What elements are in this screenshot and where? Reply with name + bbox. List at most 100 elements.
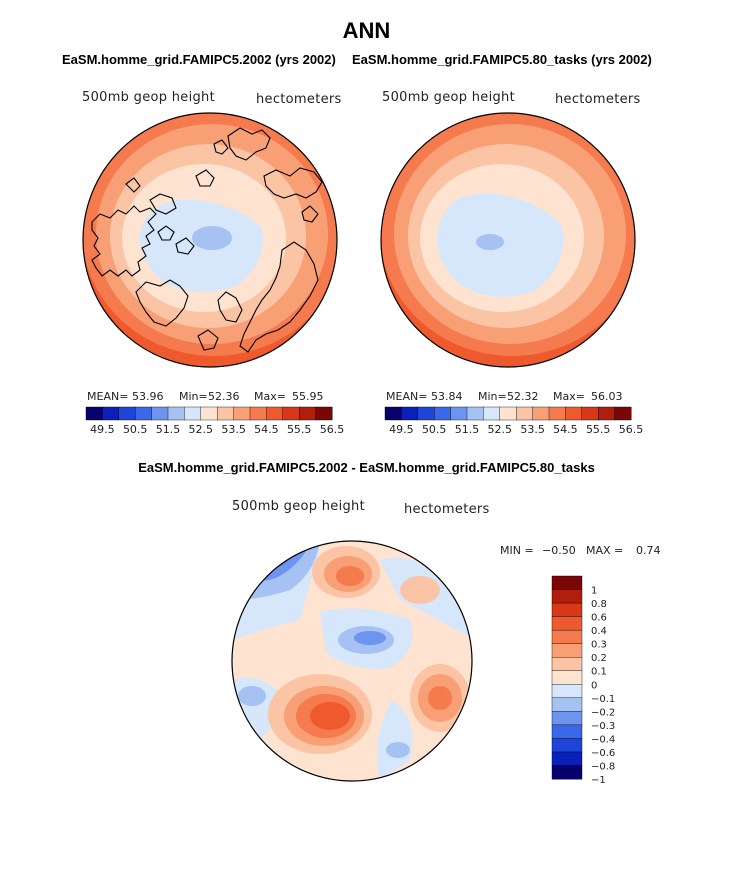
panel3-colorbar-swatch [551,684,583,699]
panel3-colorbar-swatch [551,629,583,645]
panel1-colorbar-swatch [134,406,153,421]
panel1-colorbar-tick-label: 51.5 [156,423,181,436]
panel2-colorbar-swatch [499,406,517,421]
panel3-colorbar-swatch [551,751,583,766]
panel3-colorbar-tick-label: 1 [591,586,597,597]
panel2-max-value: 56.03 [591,390,623,403]
panel3-max-value: 0.74 [636,544,661,557]
panel3-colorbar-tick-label: −0.8 [591,761,615,772]
panel3-colorbar-swatch [551,657,583,672]
panel1-colorbar-swatch [233,406,251,421]
panel1-max-label: Max= [254,390,286,403]
panel3-colorbar-swatch [551,602,583,618]
panel2-colorbar-swatch [565,406,583,421]
panel3-colorbar-tick-label: −0.4 [591,734,615,745]
panel1-colorbar: 49.5 50.5 51.5 52.5 53.5 54.5 55.5 56.5 [85,406,344,436]
panel3-colorbar-tick-label: 0.2 [591,653,607,664]
panel2-colorbar-tick-label: 55.5 [586,423,611,436]
panel3-colorbar-tick-label: −0.1 [591,694,615,705]
panel1-colorbar-swatch [315,406,333,421]
panel3-colorbar-tick-label: 0.3 [591,640,607,651]
panel1-max-value: 55.95 [292,390,324,403]
main-title: ANN [342,18,391,43]
panel2-colorbar-tick-label: 50.5 [422,423,447,436]
panel1-units-label: hectometers [256,92,342,107]
panel3-min-value: −0.50 [542,544,576,557]
panel2-colorbar-swatch [417,406,435,421]
panel2-colorbar-swatch [581,406,599,421]
panel1-colorbar-tick-label: 49.5 [90,423,115,436]
panel3-map [231,540,473,782]
panel3-colorbar-swatch [551,643,583,658]
panel3-colorbar-tick-label: 0.4 [591,626,607,637]
panel2-max-label: Max= [553,390,585,403]
panel1-colorbar-tick-label: 53.5 [221,423,246,436]
panel2-colorbar-swatch [548,406,566,421]
panel2-colorbar-tick-label: 54.5 [553,423,578,436]
panel3-colorbar-tick-label: −1 [591,775,606,786]
panel3-colorbar-swatch [551,589,583,604]
panel1-colorbar-swatch [167,406,185,421]
panel1-colorbar-swatch [200,406,218,421]
panel3-colorbar-swatch [551,711,583,726]
panel1-field-label: 500mb geop height [82,90,215,105]
panel3-colorbar: 1 0.8 0.6 0.4 0.3 0.2 0.1 0 −0.1 −0.2 −0.3 −0.4 −0.6… [551,575,615,786]
panel3-colorbar-swatch [551,765,583,780]
panel2-min-value: 52.32 [507,390,539,403]
panel2-colorbar-tick-label: 53.5 [520,423,545,436]
diff-panel-title: EaSM.homme_grid.FAMIPC5.2002 - EaSM.homm… [138,460,595,475]
panel3-colorbar-tick-label: 0.8 [591,599,607,610]
panel2-colorbar-swatch [384,406,402,421]
panel3-colorbar-tick-label: 0.6 [591,613,607,624]
panel2-colorbar-swatch [434,406,452,421]
panel1-colorbar-swatch [216,406,235,421]
panel1-colorbar-swatch [299,406,317,421]
panel2-mean-label: MEAN= [386,390,428,403]
panel2-colorbar-swatch [401,406,419,421]
panel2-colorbar-tick-label: 49.5 [389,423,414,436]
panel2-min-label: Min= [478,390,507,403]
panel2-field-label: 500mb geop height [382,90,515,105]
panel2-colorbar-tick-label: 51.5 [455,423,480,436]
panel2-colorbar-swatch [532,406,550,421]
panel2-title: EaSM.homme_grid.FAMIPC5.80_tasks (yrs 20… [352,52,652,67]
panel1-colorbar-swatch [184,406,202,421]
panel2-colorbar-tick-label: 56.5 [619,423,644,436]
panel1-map [82,112,338,368]
panel2-colorbar-swatch [614,406,632,421]
panel1-colorbar-swatch [266,406,284,421]
panel3-colorbar-tick-label: 0 [591,680,597,691]
panel1-colorbar-tick-label: 55.5 [287,423,312,436]
panel1-title: EaSM.homme_grid.FAMIPC5.2002 (yrs 2002) [62,52,336,67]
panel3-colorbar-swatch [551,724,583,739]
panel2-colorbar: 49.5 50.5 51.5 52.5 53.5 54.5 55.5 56.5 [384,406,644,436]
panel2-units-label: hectometers [555,92,641,107]
panel1-mean-label: MEAN= [87,390,129,403]
panel3-max-label: MAX = [586,544,624,557]
panel2-mean-value: 53.84 [431,390,463,403]
panel3-field-label: 500mb geop height [232,499,365,514]
panel1-colorbar-swatch [102,406,120,421]
panel1-min-label: Min= [179,390,208,403]
panel1-colorbar-tick-label: 50.5 [123,423,148,436]
panel2-colorbar-swatch [466,406,484,421]
panel1-colorbar-swatch [282,406,300,421]
panel3-colorbar-swatch [551,738,583,753]
panel3-colorbar-tick-label: 0.1 [591,667,607,678]
panel2-map [380,112,636,368]
panel3-units-label: hectometers [404,502,490,517]
panel2-colorbar-swatch [483,406,501,421]
panel3-colorbar-swatch [551,616,583,631]
panel3-colorbar-tick-label: −0.2 [591,707,615,718]
panel1-min-value: 52.36 [208,390,240,403]
panel1-mean-value: 53.96 [132,390,164,403]
panel2-colorbar-swatch [598,406,616,421]
panel1-colorbar-swatch [85,406,103,421]
panel1-colorbar-swatch [118,406,136,421]
panel2-colorbar-swatch [516,406,534,421]
panel3-colorbar-tick-label: −0.6 [591,748,615,759]
panel2-colorbar-tick-label: 52.5 [488,423,513,436]
panel3-colorbar-tick-label: −0.3 [591,721,615,732]
panel1-colorbar-tick-label: 54.5 [254,423,279,436]
